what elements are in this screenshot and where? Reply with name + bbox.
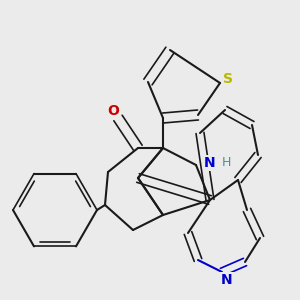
Text: S: S xyxy=(223,72,233,86)
Text: N: N xyxy=(221,273,233,287)
Text: N: N xyxy=(204,156,216,170)
Text: O: O xyxy=(107,104,119,118)
Text: H: H xyxy=(221,157,231,169)
